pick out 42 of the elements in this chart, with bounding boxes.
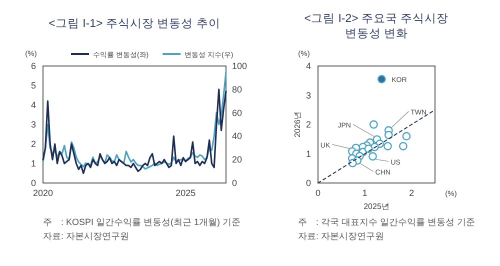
y-axis-title: 2026년 — [293, 112, 302, 138]
y2-tick-label: 80 — [232, 84, 242, 94]
point — [402, 132, 411, 140]
y-tick-label: 0 — [30, 178, 36, 188]
point — [384, 130, 393, 140]
point — [384, 142, 392, 150]
text: 주 : KOSPI 일간수익률 변동성(최근 1개월) 기준 — [43, 217, 241, 227]
y2-tick-label: 20 — [232, 154, 242, 165]
y2-tick-label: 100 — [232, 61, 248, 71]
y2-tick-label: 0 — [232, 178, 238, 188]
x-tick-label: 0 — [315, 188, 321, 198]
line-series — [42, 88, 227, 174]
point — [364, 144, 373, 153]
text: 자료: 자본시장연구원 — [298, 231, 384, 241]
x-axis-title: 2025년 — [364, 202, 390, 211]
y-tick-label: 0 — [306, 178, 311, 188]
point — [368, 152, 377, 161]
point — [398, 142, 408, 150]
point — [348, 158, 357, 168]
x-tick-label: 1 — [362, 188, 368, 198]
point — [377, 74, 386, 84]
x-tick-label: 2 — [409, 188, 414, 198]
y-tick-label: 4 — [306, 61, 311, 71]
y-tick-label: 1 — [30, 158, 36, 168]
y-tick-label: 6 — [30, 61, 36, 71]
y-tick-label: 3 — [306, 90, 311, 100]
y-tick-label: 2 — [30, 139, 36, 149]
x-tick-label: 2025 — [176, 188, 196, 198]
line-series — [42, 71, 227, 170]
text: 주 : 각국 대표지수 일간수익률 변동성 기준 — [298, 217, 476, 227]
text: 자료: 자본시장연구원 — [43, 231, 130, 241]
chart-title: <그림 I-1> 주식시장 변동성 추이 — [48, 18, 220, 30]
y2-tick-label: 60 — [232, 108, 242, 118]
point — [369, 120, 378, 129]
y-tick-label: 5 — [30, 80, 36, 90]
chart-title: <그림 I-2> 주요국 주식시장 변동성 변화 — [304, 13, 449, 40]
y-tick-label: 4 — [30, 100, 36, 110]
y-tick-label: 1 — [306, 148, 311, 159]
y-tick-label: 2 — [306, 120, 311, 130]
x-tick-label: 2020 — [32, 188, 54, 198]
y2-tick-label: 40 — [232, 131, 242, 142]
y-tick-label: 3 — [30, 120, 36, 130]
